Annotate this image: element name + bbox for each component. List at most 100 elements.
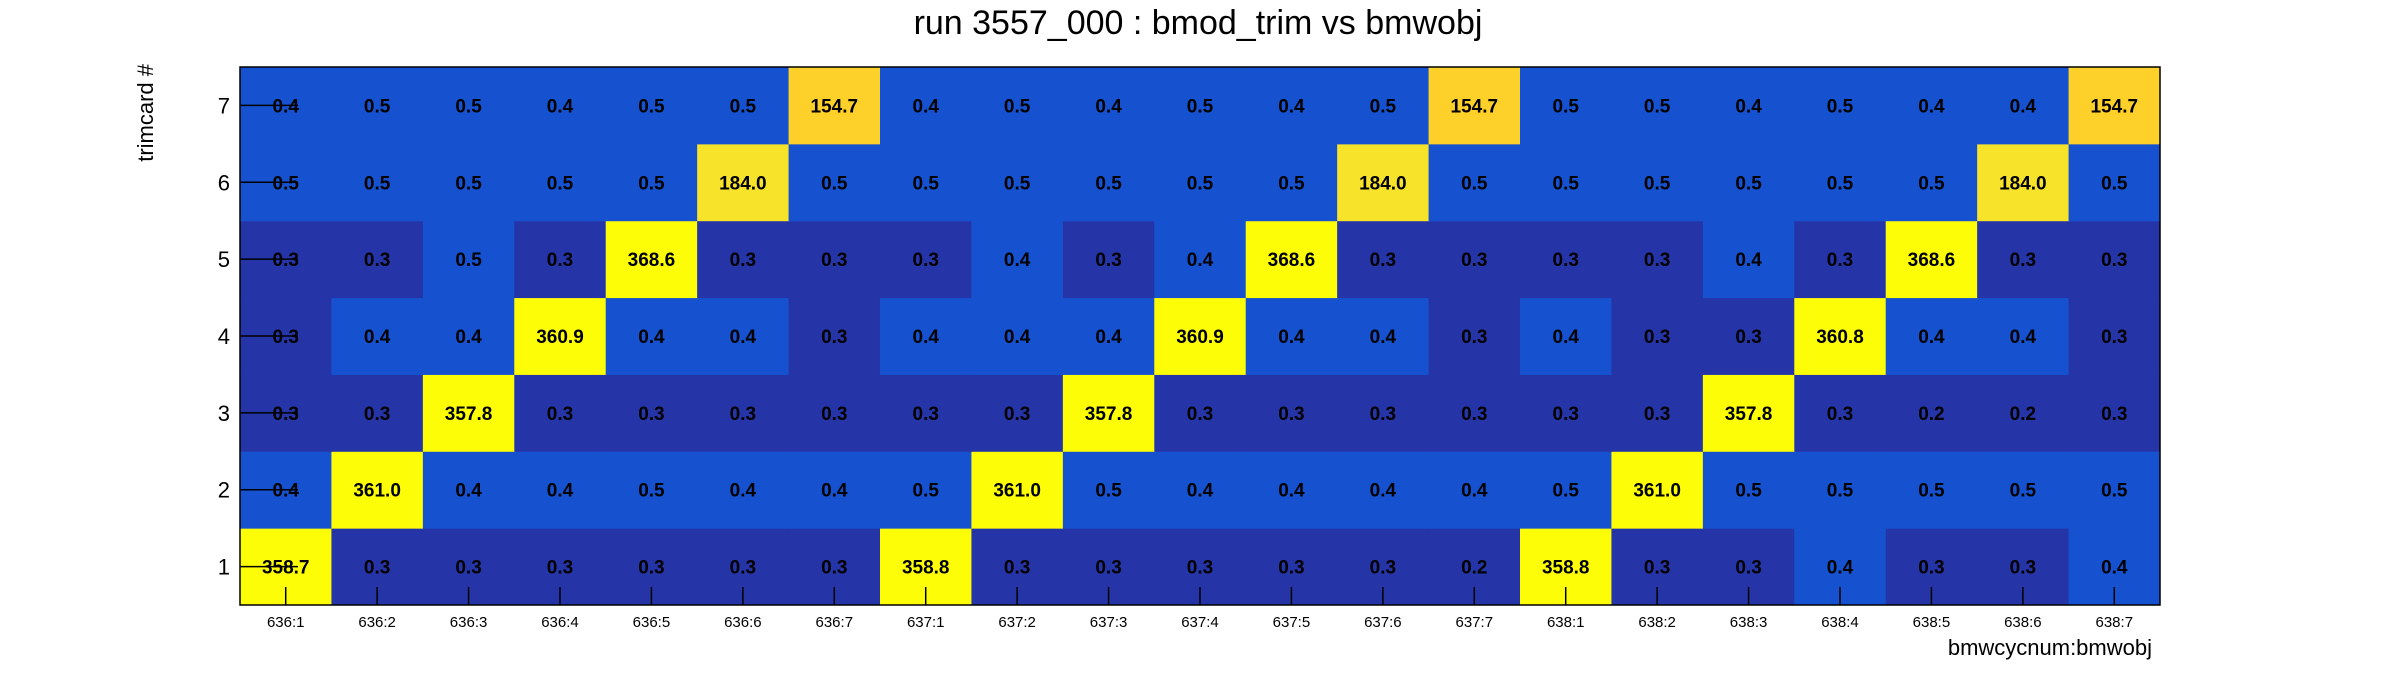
cell-value-label: 0.5 <box>638 173 665 194</box>
cell-value-label: 0.4 <box>1095 327 1122 348</box>
heatmap-cell <box>697 220 790 299</box>
cell-value-label: 0.4 <box>730 327 757 348</box>
heatmap-cell <box>2068 297 2161 375</box>
heatmap-cell <box>1611 220 1704 299</box>
cell-value-label: 0.3 <box>913 250 939 271</box>
cell-value-label: 0.5 <box>1918 173 1945 194</box>
cell-value-label: 0.5 <box>1187 96 1214 117</box>
cell-value-label: 0.3 <box>273 250 299 271</box>
cell-value-label: 0.3 <box>1644 327 1670 348</box>
heatmap-cell <box>1794 297 1887 375</box>
heatmap-cell <box>1428 451 1521 529</box>
cell-value-label: 0.3 <box>2010 558 2036 579</box>
x-tick-label: 637:6 <box>1364 614 1402 631</box>
heatmap-cell <box>605 67 698 145</box>
heatmap-cell <box>331 451 424 529</box>
cell-value-label: 0.3 <box>1644 404 1670 425</box>
cell-value-label: 0.4 <box>1004 327 1031 348</box>
cell-value-label: 0.4 <box>273 96 300 117</box>
heatmap-cell <box>331 374 424 452</box>
cell-value-label: 0.3 <box>364 404 390 425</box>
cell-value-label: 0.4 <box>1187 481 1214 502</box>
heatmap-cell <box>331 67 424 145</box>
cell-value-label: 0.4 <box>547 481 574 502</box>
heatmap-cell <box>971 451 1064 529</box>
heatmap-cell <box>1337 297 1430 375</box>
cell-value-label: 0.4 <box>638 327 665 348</box>
cell-value-label: 0.4 <box>821 481 848 502</box>
heatmap-cell <box>880 451 972 529</box>
heatmap-cell <box>422 143 515 222</box>
heatmap-cell <box>971 67 1064 145</box>
cell-value-label: 0.3 <box>547 250 573 271</box>
cell-value-label: 0.4 <box>1370 327 1397 348</box>
cell-value-label: 0.5 <box>364 96 391 117</box>
axes: 636:1 636:2 636:3 636:4 636:5 636:6 636:7 637:1… <box>218 66 2161 631</box>
heatmap-cell <box>1245 451 1338 529</box>
cell-value-label: 0.3 <box>547 404 573 425</box>
heatmap-cell <box>1885 451 1978 529</box>
heatmap-cell <box>1977 374 2070 452</box>
cell-value-label: 0.4 <box>1095 96 1122 117</box>
x-tick-label: 637:2 <box>998 614 1036 631</box>
cell-value-label: 0.3 <box>730 250 756 271</box>
x-tick-label: 636:2 <box>358 614 396 631</box>
cell-value-label: 0.3 <box>1918 558 1944 579</box>
cell-value-label: 0.5 <box>2101 173 2128 194</box>
heatmap-cell <box>1428 143 1521 222</box>
heatmap-cell <box>605 220 698 299</box>
cell-value-label: 0.5 <box>1095 173 1122 194</box>
heatmap-cell <box>880 143 972 222</box>
heatmap-cell <box>697 67 790 145</box>
cell-value-label: 0.4 <box>1827 558 1854 579</box>
x-tick-label: 636:1 <box>267 614 305 631</box>
cell-value-label: 0.5 <box>821 173 848 194</box>
heatmap-cell <box>331 220 424 299</box>
cell-value-label: 0.3 <box>1095 250 1121 271</box>
cell-value-label: 361.0 <box>353 481 401 502</box>
cell-value-label: 357.8 <box>445 404 493 425</box>
cell-value-label: 0.4 <box>913 96 940 117</box>
cell-value-label: 360.9 <box>536 327 584 348</box>
cell-value-label: 0.3 <box>273 404 299 425</box>
heatmap-cell <box>1977 297 2070 375</box>
cell-value-label: 0.3 <box>1461 404 1487 425</box>
heatmap-cell <box>1428 297 1521 375</box>
heatmap-cell <box>1062 67 1155 145</box>
cell-value-label: 0.3 <box>2010 250 2036 271</box>
heatmap-cell <box>1977 220 2070 299</box>
heatmap-cell <box>1062 143 1155 222</box>
heatmap-cell <box>1702 374 1795 452</box>
heatmap-cell <box>1062 374 1155 452</box>
cell-value-label: 358.7 <box>262 558 310 579</box>
heatmap-cell <box>1611 67 1704 145</box>
heatmap-cell <box>788 297 881 375</box>
cell-value-label: 0.4 <box>273 481 300 502</box>
y-tick-label: 4 <box>218 324 230 349</box>
cell-value-label: 184.0 <box>1359 173 1407 194</box>
cell-value-label: 0.3 <box>638 404 664 425</box>
cell-value-label: 0.5 <box>1735 481 1762 502</box>
cell-value-label: 357.8 <box>1725 404 1773 425</box>
heatmap-cell <box>788 67 881 145</box>
heatmap-cell <box>1977 143 2070 222</box>
heatmap-cell <box>1520 67 1612 145</box>
cell-value-label: 0.3 <box>730 404 756 425</box>
heatmap-cell <box>1885 143 1978 222</box>
heatmap-cell <box>971 374 1064 452</box>
heatmap-cell <box>2068 67 2161 145</box>
cell-value-label: 0.5 <box>547 173 574 194</box>
heatmap-cell <box>1520 220 1612 299</box>
heatmap-cell <box>697 374 790 452</box>
cell-value-label: 0.5 <box>455 250 482 271</box>
x-tick-label: 638:7 <box>2096 614 2134 631</box>
heatmap-cell <box>788 374 881 452</box>
heatmap-cell <box>880 67 972 145</box>
cell-value-label: 0.3 <box>1004 404 1030 425</box>
x-tick-label: 637:3 <box>1090 614 1128 631</box>
cell-value-label: 0.5 <box>273 173 300 194</box>
cell-value-label: 0.3 <box>1187 558 1213 579</box>
cell-value-label: 0.3 <box>2101 250 2127 271</box>
cell-value-label: 0.3 <box>364 558 390 579</box>
cell-value-label: 0.3 <box>1461 327 1487 348</box>
